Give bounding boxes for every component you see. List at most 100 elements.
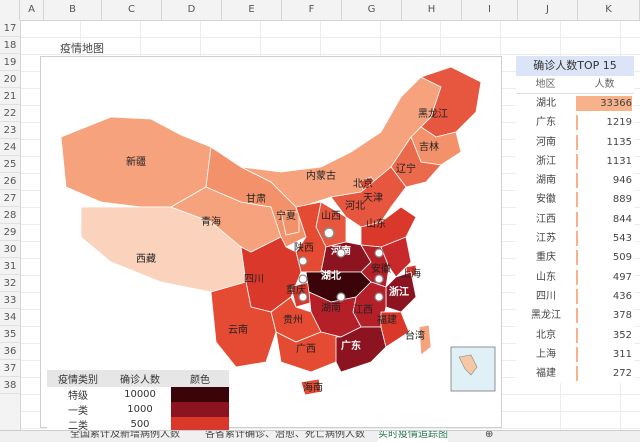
selection-handle[interactable]	[323, 227, 335, 239]
province-ningxia[interactable]	[280, 211, 300, 236]
column-header[interactable]: F	[282, 0, 342, 20]
label-fujian: 福建	[377, 313, 397, 326]
legend-swatch	[171, 387, 229, 402]
column-header[interactable]: G	[342, 0, 402, 20]
column-header[interactable]: E	[222, 0, 282, 20]
top15-bar	[576, 346, 578, 362]
legend-category: 二类	[68, 421, 88, 432]
province-hebei[interactable]	[330, 166, 407, 228]
top15-count: 436	[612, 290, 632, 302]
label-liaoning: 辽宁	[396, 162, 416, 175]
row-header[interactable]: 23	[0, 122, 20, 139]
column-header[interactable]: J	[518, 0, 578, 20]
column-header[interactable]: B	[44, 0, 102, 20]
top15-row: 黑龙江 378	[516, 306, 634, 325]
top15-bar	[576, 250, 578, 266]
selection-handle[interactable]	[298, 292, 308, 302]
province-fujian[interactable]	[380, 311, 410, 348]
selection-handle[interactable]	[336, 292, 346, 302]
top15-panel: 确诊人数TOP 15 地区 人数 湖北 33366 广东 1219 河南 1135 浙江 11…	[516, 56, 634, 384]
label-sichuan: 四川	[244, 274, 264, 285]
top15-row: 重庆 509	[516, 248, 634, 267]
top15-bar	[576, 327, 578, 343]
column-header[interactable]: C	[102, 0, 162, 20]
top15-row: 广东 1219	[516, 113, 634, 132]
label-yunnan: 云南	[228, 323, 248, 336]
selection-handle[interactable]	[298, 256, 308, 266]
row-header[interactable]: 37	[0, 360, 20, 377]
row-header-bar: 17 18 19 20 21 22 23 24 25 26 27 28 29 3…	[0, 20, 21, 430]
top15-count: 352	[612, 329, 632, 341]
row-header[interactable]: 20	[0, 71, 20, 88]
selection-handle[interactable]	[374, 292, 384, 302]
top15-row: 河南 1135	[516, 133, 634, 152]
top15-bar	[576, 269, 578, 285]
top15-region: 湖北	[536, 98, 556, 109]
row-header[interactable]: 17	[0, 20, 20, 37]
column-header[interactable]: I	[462, 0, 518, 20]
top15-row: 安徽 889	[516, 190, 634, 209]
label-qinghai: 青海	[201, 215, 221, 228]
top15-region: 广东	[536, 117, 556, 129]
select-all-corner[interactable]	[0, 0, 20, 20]
selection-handle[interactable]	[374, 248, 384, 258]
row-header[interactable]: 31	[0, 258, 20, 275]
label-heilongjiang: 黑龙江	[418, 107, 448, 120]
province-taiwan[interactable]	[418, 324, 432, 356]
column-header[interactable]: D	[162, 0, 222, 20]
selection-handle[interactable]	[298, 274, 308, 284]
legend-count: 10000	[124, 389, 156, 400]
label-shandong: 山东	[366, 217, 386, 230]
column-header[interactable]: K	[578, 0, 640, 20]
row-header[interactable]: 26	[0, 173, 20, 190]
row-header[interactable]: 18	[0, 37, 20, 54]
row-header[interactable]: 27	[0, 190, 20, 207]
top15-subheader: 地区 人数	[516, 76, 634, 94]
label-guizhou: 贵州	[283, 313, 303, 326]
row-header[interactable]: 24	[0, 139, 20, 156]
label-hebei: 河北	[345, 200, 365, 212]
top15-region: 黑龙江	[531, 310, 561, 322]
row-header[interactable]: 30	[0, 241, 20, 258]
row-header[interactable]: 32	[0, 275, 20, 292]
row-header[interactable]: 38	[0, 377, 20, 394]
top15-region: 湖南	[536, 175, 556, 187]
top15-region: 重庆	[536, 252, 556, 264]
sheet-tab[interactable]: 各省累计确诊、治愈、死亡病例人数	[205, 430, 365, 440]
row-header[interactable]: 33	[0, 292, 20, 309]
row-header[interactable]: 19	[0, 54, 20, 71]
top15-count: 1135	[606, 136, 632, 148]
row-header[interactable]: 36	[0, 343, 20, 360]
label-shaanxi: 陕西	[294, 241, 314, 254]
add-sheet-icon[interactable]: ⊕	[485, 430, 494, 440]
province-hainan[interactable]	[300, 378, 322, 396]
legend-swatch	[171, 417, 229, 432]
row-header[interactable]: 22	[0, 105, 20, 122]
legend-header: 确诊人数	[109, 370, 171, 387]
top15-bar	[576, 231, 578, 247]
top15-bar	[576, 153, 578, 169]
top15-bar	[576, 134, 578, 150]
row-header[interactable]: 29	[0, 224, 20, 241]
column-header[interactable]: H	[402, 0, 462, 20]
sheet-tab[interactable]: 全国累计及新增病例人数	[70, 430, 180, 440]
sheet-tab-active[interactable]: 实时疫情追踪图	[378, 431, 448, 442]
column-header[interactable]: A	[20, 0, 44, 20]
row-header[interactable]: 34	[0, 309, 20, 326]
top15-region: 浙江	[536, 155, 556, 167]
row-header[interactable]: 21	[0, 88, 20, 105]
row-header[interactable]: 28	[0, 207, 20, 224]
province-jiangsu[interactable]	[380, 236, 412, 278]
map-chart[interactable]: 新疆 西藏 青海 甘肃 内蒙古 黑龙江 吉林 辽宁 北京 天津 河北 山西 宁夏…	[40, 56, 502, 428]
top15-bar	[576, 288, 578, 304]
top15-rows: 湖北 33366 广东 1219 河南 1135 浙江 1131 湖南 946 安徽 889 江西 844…	[516, 94, 634, 383]
selection-handle[interactable]	[336, 248, 346, 258]
top15-bar	[576, 308, 578, 324]
legend-category: 一类	[68, 406, 88, 417]
south-sea-islands	[458, 354, 478, 376]
legend-category: 特级	[68, 391, 88, 402]
row-header[interactable]: 25	[0, 156, 20, 173]
top15-region: 安徽	[536, 194, 556, 206]
selection-handle[interactable]	[374, 274, 384, 284]
row-header[interactable]: 35	[0, 326, 20, 343]
